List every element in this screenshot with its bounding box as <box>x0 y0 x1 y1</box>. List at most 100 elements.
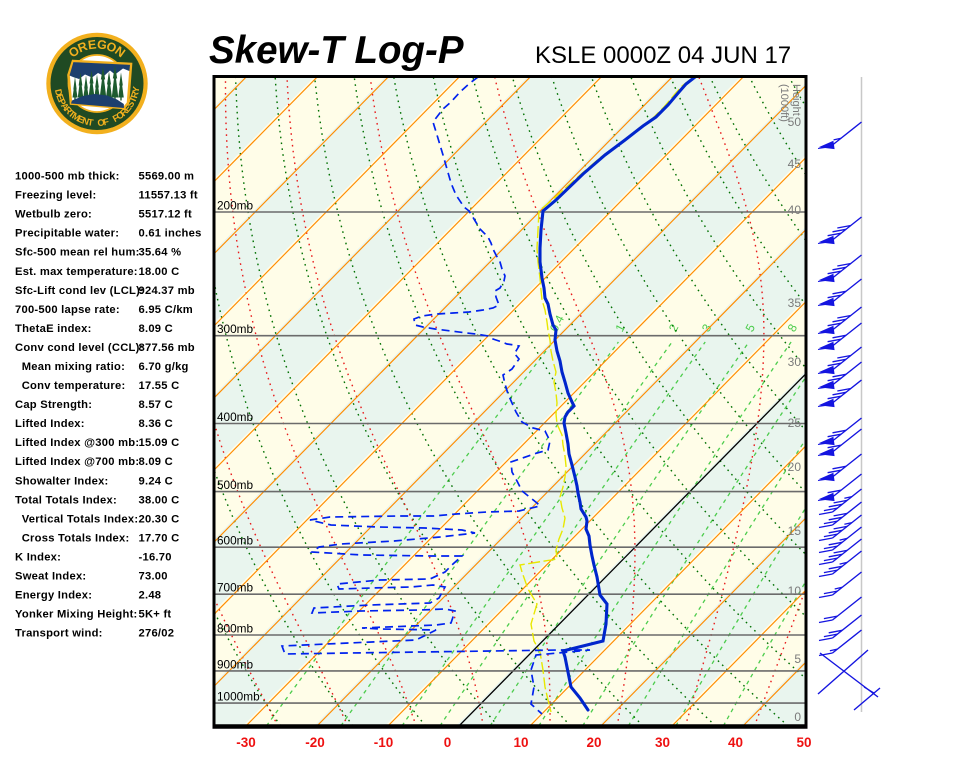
svg-text:ThetaE index:: ThetaE index: <box>15 323 92 335</box>
svg-text:6.95 C/km: 6.95 C/km <box>139 304 194 316</box>
svg-text:1000mb: 1000mb <box>217 690 260 704</box>
svg-text:300mb: 300mb <box>217 322 254 336</box>
svg-text:73.00: 73.00 <box>139 571 168 583</box>
svg-text:A: A <box>59 101 71 113</box>
svg-text:45: 45 <box>788 157 802 171</box>
svg-text:800mb: 800mb <box>217 622 254 636</box>
svg-text:17.70 C: 17.70 C <box>139 533 180 545</box>
svg-text:F: F <box>111 112 121 124</box>
svg-text:15: 15 <box>788 524 802 538</box>
svg-text:8.09 C: 8.09 C <box>139 456 173 468</box>
svg-text:Est. max temperature:: Est. max temperature: <box>15 266 138 278</box>
svg-text:5: 5 <box>794 652 801 666</box>
svg-text:900mb: 900mb <box>217 657 254 671</box>
svg-text:30: 30 <box>788 355 802 369</box>
svg-text:Cross Totals Index:: Cross Totals Index: <box>15 533 129 545</box>
svg-text:38.00 C: 38.00 C <box>139 494 180 506</box>
svg-text:S: S <box>125 99 137 110</box>
svg-text:T: T <box>87 117 95 128</box>
svg-text:Freezing level:: Freezing level: <box>15 190 96 202</box>
svg-text:877.56 mb: 877.56 mb <box>139 342 195 354</box>
svg-text:E: E <box>122 103 134 114</box>
svg-text:-10: -10 <box>374 735 394 750</box>
svg-text:5K+ ft: 5K+ ft <box>139 609 172 621</box>
svg-text:T: T <box>67 108 78 120</box>
svg-text:Conv cond level (CCL):: Conv cond level (CCL): <box>15 342 144 354</box>
svg-text:R: R <box>118 106 130 118</box>
svg-text:Cap Strength:: Cap Strength: <box>15 399 92 411</box>
svg-text:400mb: 400mb <box>217 410 254 424</box>
svg-text:600mb: 600mb <box>217 534 254 548</box>
svg-text:-30: -30 <box>236 735 256 750</box>
svg-text:40: 40 <box>788 203 802 217</box>
svg-text:O: O <box>97 117 105 128</box>
svg-text:E: E <box>76 114 86 126</box>
svg-text:F: F <box>102 116 110 127</box>
svg-text:20: 20 <box>788 460 802 474</box>
svg-text:-16.70: -16.70 <box>139 552 172 564</box>
svg-text:276/02: 276/02 <box>139 628 175 640</box>
svg-text:Lifted Index @700 mb:: Lifted Index @700 mb: <box>15 456 139 468</box>
svg-text:500mb: 500mb <box>217 478 254 492</box>
svg-text:Yonker Mixing Height:: Yonker Mixing Height: <box>15 609 138 621</box>
svg-text:50: 50 <box>788 115 802 129</box>
svg-text:Sweat Index:: Sweat Index: <box>15 571 86 583</box>
svg-text:5517.12 ft: 5517.12 ft <box>139 209 193 221</box>
svg-text:Skew-T Log-P: Skew-T Log-P <box>209 29 464 72</box>
svg-text:(1000ft): (1000ft) <box>778 84 790 122</box>
svg-text:Mean mixing ratio:: Mean mixing ratio: <box>15 361 125 373</box>
svg-text:Sfc-500 mean rel hum:: Sfc-500 mean rel hum: <box>15 247 140 259</box>
svg-text:G: G <box>96 37 107 52</box>
svg-text:Lifted Index:: Lifted Index: <box>15 418 85 430</box>
svg-text:Y: Y <box>131 85 142 93</box>
svg-text:P: P <box>56 97 68 107</box>
svg-text:1000-500 mb thick:: 1000-500 mb thick: <box>15 171 120 183</box>
svg-text:10: 10 <box>513 735 528 750</box>
svg-text:700mb: 700mb <box>217 581 254 595</box>
svg-text:0: 0 <box>794 710 801 724</box>
svg-text:50: 50 <box>796 735 811 750</box>
svg-text:0: 0 <box>444 735 452 750</box>
svg-text:20: 20 <box>586 735 601 750</box>
svg-text:Sfc-Lift cond lev (LCL):: Sfc-Lift cond lev (LCL): <box>15 285 144 297</box>
svg-text:Lifted Index @300 mb:: Lifted Index @300 mb: <box>15 437 139 449</box>
svg-text:35: 35 <box>788 296 802 310</box>
svg-text:KSLE 0000Z 04 JUN 17: KSLE 0000Z 04 JUN 17 <box>535 42 791 69</box>
svg-text:Transport wind:: Transport wind: <box>15 628 103 640</box>
svg-text:K Index:: K Index: <box>15 552 61 564</box>
svg-text:Vertical Totals Index:: Vertical Totals Index: <box>15 513 138 525</box>
svg-text:0.61 inches: 0.61 inches <box>139 228 202 240</box>
svg-text:17.55 C: 17.55 C <box>139 380 180 392</box>
svg-text:R: R <box>129 90 141 100</box>
svg-text:Height: Height <box>790 84 802 116</box>
svg-text:10: 10 <box>788 584 802 598</box>
svg-text:8.57 C: 8.57 C <box>139 399 173 411</box>
svg-text:25: 25 <box>788 416 802 430</box>
svg-text:6.70 g/kg: 6.70 g/kg <box>139 361 189 373</box>
svg-text:8.09 C: 8.09 C <box>139 323 173 335</box>
svg-text:20.30 C: 20.30 C <box>139 513 180 525</box>
svg-text:T: T <box>127 95 139 105</box>
svg-text:Conv temperature:: Conv temperature: <box>15 380 125 392</box>
svg-text:Precipitable water:: Precipitable water: <box>15 228 119 240</box>
svg-text:5569.00 m: 5569.00 m <box>139 171 195 183</box>
svg-text:R: R <box>62 105 74 117</box>
svg-text:E: E <box>87 37 97 52</box>
svg-text:Total Totals Index:: Total Totals Index: <box>15 494 117 506</box>
svg-text:2.48: 2.48 <box>139 590 162 602</box>
svg-text:11557.13 ft: 11557.13 ft <box>139 190 198 202</box>
svg-text:O: O <box>114 109 126 121</box>
svg-text:40: 40 <box>728 735 743 750</box>
svg-text:15.09 C: 15.09 C <box>139 437 180 449</box>
svg-text:30: 30 <box>655 735 670 750</box>
svg-text:N: N <box>81 116 91 128</box>
svg-text:924.37 mb: 924.37 mb <box>139 285 195 297</box>
svg-text:Energy Index:: Energy Index: <box>15 590 92 602</box>
svg-text:700-500 lapse rate:: 700-500 lapse rate: <box>15 304 120 316</box>
svg-text:Wetbulb zero:: Wetbulb zero: <box>15 209 92 221</box>
svg-text:Showalter Index:: Showalter Index: <box>15 475 109 487</box>
svg-text:200mb: 200mb <box>217 199 254 213</box>
svg-text:35.64 %: 35.64 % <box>139 247 182 259</box>
svg-text:9.24 C: 9.24 C <box>139 475 173 487</box>
svg-text:18.00 C: 18.00 C <box>139 266 180 278</box>
